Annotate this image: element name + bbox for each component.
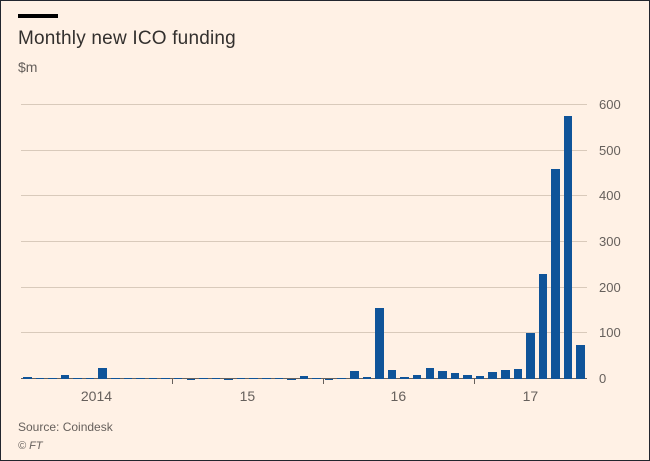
gridline	[21, 286, 587, 288]
bar	[400, 377, 409, 379]
y-axis-label: 400	[599, 188, 621, 204]
bar	[173, 378, 183, 379]
bar	[136, 378, 145, 379]
gridline	[21, 104, 587, 105]
bar	[488, 372, 497, 379]
bar	[123, 378, 133, 379]
bar	[23, 377, 32, 379]
bar	[513, 368, 523, 379]
bar	[261, 378, 271, 379]
bar	[48, 377, 57, 379]
bar	[387, 369, 397, 379]
chart-title: Monthly new ICO funding	[18, 28, 236, 49]
bar	[73, 378, 82, 379]
bar	[199, 378, 208, 379]
gridline	[21, 332, 587, 334]
top-rule	[18, 14, 58, 18]
bar	[60, 374, 70, 379]
gridline	[21, 195, 587, 197]
bar	[98, 368, 108, 379]
bar	[425, 367, 435, 379]
bar	[236, 378, 246, 379]
bar	[463, 375, 472, 379]
bar	[274, 378, 284, 379]
bar	[35, 378, 45, 379]
bar	[576, 344, 585, 379]
bar	[312, 378, 321, 379]
y-axis-label: 600	[599, 97, 621, 112]
plot-area: 0 100 200 300 400 500 600 2014 15 16 17	[21, 98, 621, 404]
y-axis-label: 500	[599, 142, 621, 158]
bar	[375, 308, 384, 379]
x-axis-tick	[171, 379, 173, 384]
bar	[211, 378, 221, 379]
x-axis-label: 16	[390, 388, 407, 404]
bar	[500, 369, 510, 379]
bar	[299, 375, 309, 379]
bar	[111, 378, 120, 379]
bar	[563, 116, 573, 379]
bar	[85, 378, 95, 379]
y-axis-label: 0	[599, 371, 607, 386]
bar	[438, 370, 447, 379]
bar	[249, 378, 258, 379]
bar	[450, 372, 460, 379]
source-credit: Source: Coindesk	[18, 420, 113, 434]
bar	[161, 378, 170, 379]
x-axis-tick	[473, 379, 475, 384]
bar	[475, 376, 485, 379]
x-axis-label: 15	[239, 388, 256, 404]
bar	[551, 168, 560, 379]
copyright-note: © FT	[18, 440, 43, 452]
y-axis-label: 100	[599, 325, 621, 341]
bar	[350, 370, 359, 379]
x-axis-label: 17	[522, 388, 539, 404]
y-axis-label: 200	[599, 279, 621, 295]
chart-unit-label: $m	[18, 59, 38, 75]
bar	[362, 377, 372, 379]
gridline	[21, 241, 587, 242]
gridline	[21, 149, 587, 151]
y-axis-label: 300	[599, 234, 621, 249]
bar	[526, 333, 535, 379]
bar	[337, 378, 346, 379]
bar	[148, 378, 158, 379]
bar	[538, 273, 548, 379]
x-axis-label: 2014	[80, 388, 113, 404]
bar	[412, 375, 422, 379]
x-axis-tick	[322, 379, 324, 384]
